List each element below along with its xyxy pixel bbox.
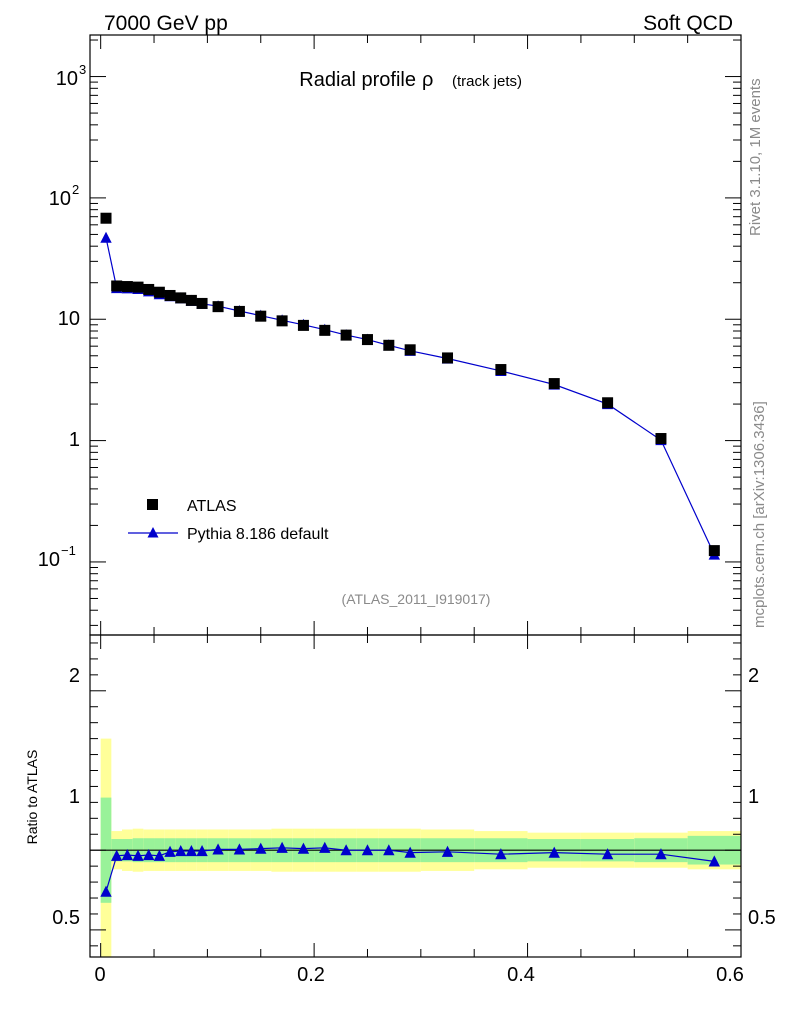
ratio-series: [100, 841, 721, 897]
atlas-point: [196, 297, 208, 309]
ratio-point: [121, 848, 134, 861]
atlas-point: [602, 397, 614, 409]
collision-label: 7000 GeV pp: [104, 12, 228, 35]
ratio-point: [319, 841, 331, 853]
ratio-point: [383, 844, 395, 856]
ratio-point: [495, 848, 507, 860]
ratio-y-tick-label-2-left: 2: [69, 665, 80, 687]
ratio-y-label: Ratio to ATLAS: [24, 750, 40, 845]
atlas-point: [100, 212, 112, 224]
svg-text:10: 10: [49, 188, 71, 210]
ratio-point: [404, 846, 416, 858]
atlas-point: [132, 281, 144, 293]
ratio-point: [340, 844, 352, 856]
atlas-point: [383, 339, 395, 351]
ratio-point: [297, 842, 310, 854]
ratio-point: [196, 844, 208, 857]
ratio-point: [601, 848, 614, 860]
svg-text:−1: −1: [61, 543, 76, 558]
atlas-point: [121, 281, 133, 293]
ratio-point: [255, 842, 267, 854]
ratio-point: [142, 848, 155, 861]
atlas-series: [100, 212, 720, 557]
ratio-point: [708, 855, 721, 867]
legend-pythia-marker: [147, 527, 159, 538]
atlas-point: [495, 364, 507, 376]
x-tick-label-0: 0: [94, 964, 105, 986]
plot-title-sub: (track jets): [452, 73, 522, 90]
category-label: Soft QCD: [643, 12, 733, 35]
main-y-tick-label-1000: 10 3: [56, 62, 86, 90]
ratio-y-tick-label-1-right: 1: [748, 786, 759, 808]
pythia-point: [100, 231, 112, 243]
ratio-point: [441, 845, 454, 857]
atlas-point: [185, 294, 197, 306]
legend-atlas-marker: [147, 499, 158, 510]
atlas-point: [319, 324, 331, 336]
atlas-point: [143, 283, 155, 295]
ratio-point: [153, 849, 166, 861]
ratio-point: [212, 843, 224, 855]
atlas-point: [297, 319, 309, 331]
ratio-point: [361, 844, 374, 856]
ratio-point: [164, 845, 176, 857]
ratio-y-tick-label-1-left: 1: [69, 786, 80, 808]
atlas-point: [708, 545, 720, 557]
ratio-point: [655, 848, 667, 860]
atlas-point: [212, 301, 224, 313]
plot-title-main: Radial profile: [299, 69, 416, 91]
atlas-point: [442, 352, 454, 364]
atlas-point: [175, 292, 187, 304]
atlas-point: [164, 289, 176, 301]
ratio-point: [110, 849, 123, 861]
plot-title-symbol: ρ: [422, 69, 433, 91]
atlas-point: [340, 329, 352, 341]
x-tick-label-0.4: 0.4: [507, 964, 535, 986]
atlas-point: [655, 433, 667, 445]
ratio-point: [276, 841, 288, 853]
ratio-point: [132, 849, 144, 861]
atlas-point: [276, 315, 288, 327]
atlas-point: [255, 310, 267, 322]
ratio-point: [548, 846, 560, 858]
main-y-tick-label-10: 10: [58, 308, 80, 330]
ratio-point: [233, 843, 246, 855]
ratio-point: [185, 844, 198, 857]
ratio-y-tick-label-0.5-left: 0.5: [52, 907, 80, 929]
atlas-point: [111, 280, 123, 292]
main-y-tick-label-100: 10 2: [49, 182, 79, 210]
main-y-tick-label-0.1: 10 −1: [38, 543, 76, 571]
x-tick-label-0.6: 0.6: [716, 964, 744, 986]
svg-text:10: 10: [56, 68, 78, 90]
source-url-label: mcplots.cern.ch [arXiv:1306.3436]: [751, 401, 768, 628]
atlas-point: [361, 334, 373, 346]
legend-atlas-label: ATLAS: [187, 498, 237, 515]
svg-text:2: 2: [72, 182, 79, 197]
ratio-y-tick-label-0.5-right: 0.5: [748, 907, 776, 929]
ratio-point: [175, 844, 187, 857]
atlas-point: [153, 286, 165, 298]
svg-text:3: 3: [79, 62, 86, 77]
axis-ticks: [90, 35, 742, 957]
x-tick-label-0.2: 0.2: [297, 964, 325, 986]
main-y-tick-label-1: 1: [69, 429, 80, 451]
main-plot-frame: [89, 34, 742, 636]
ratio-point: [100, 885, 112, 897]
svg-text:10: 10: [38, 549, 60, 571]
legend-pythia-label: Pythia 8.186 default: [187, 526, 329, 543]
uncertainty-bands: [90, 738, 741, 957]
analysis-label: (ATLAS_2011_I919017): [342, 591, 491, 607]
rivet-version-label: Rivet 3.1.10, 1M events: [747, 78, 764, 236]
atlas-point: [548, 378, 560, 390]
atlas-point: [404, 344, 416, 356]
ratio-y-tick-label-2-right: 2: [748, 665, 759, 687]
ratio-plot-frame: [89, 634, 742, 958]
atlas-point: [233, 305, 245, 317]
